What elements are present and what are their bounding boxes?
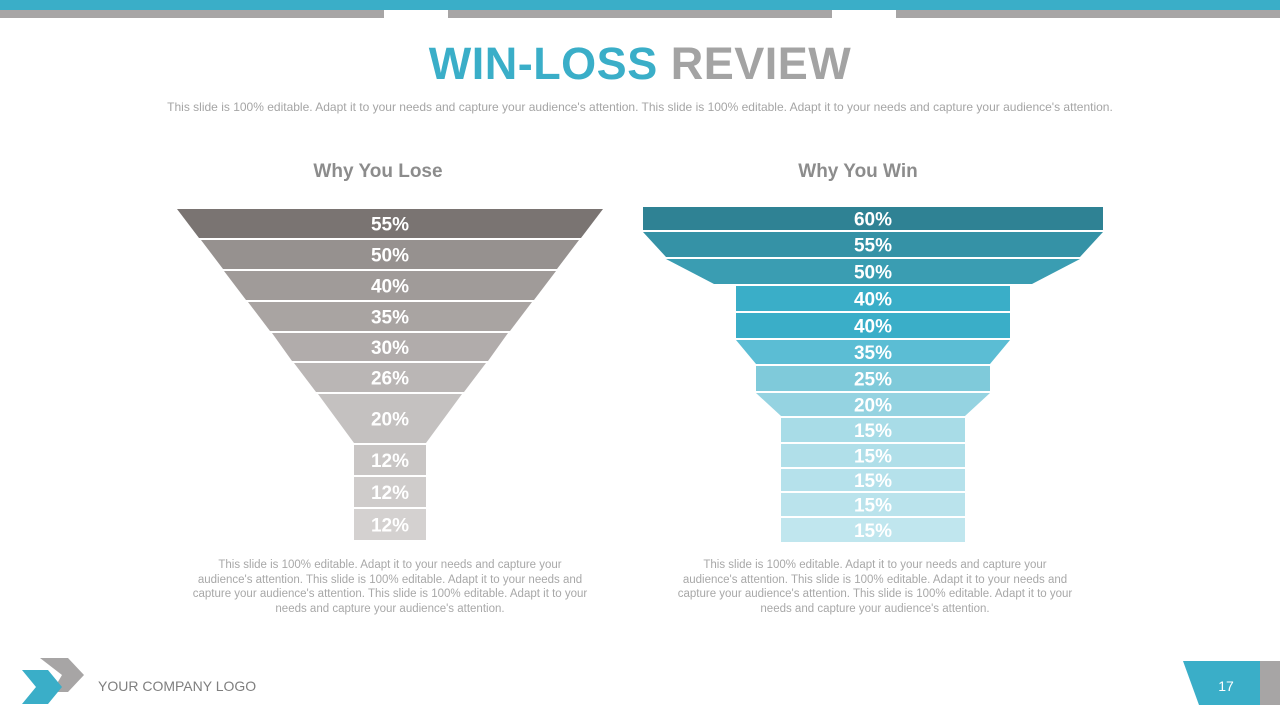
- lose-funnel-label: 26%: [371, 369, 409, 390]
- lose-funnel-segment: [224, 271, 556, 300]
- win-funnel-label: 15%: [854, 421, 892, 442]
- title-part-2: REVIEW: [670, 38, 852, 89]
- slide-subtitle: This slide is 100% editable. Adapt it to…: [167, 100, 1113, 114]
- lose-funnel-segment: [354, 445, 426, 475]
- win-funnel-label: 40%: [854, 317, 892, 338]
- lose-funnel-label: 12%: [371, 451, 409, 472]
- page-number: 17: [1218, 678, 1234, 694]
- win-funnel-segment: [736, 286, 1010, 311]
- win-funnel-segment: [781, 493, 965, 516]
- lose-description: This slide is 100% editable. Adapt it to…: [192, 559, 588, 615]
- win-funnel-segment: [643, 232, 1103, 257]
- win-funnel-label: 40%: [854, 290, 892, 311]
- lose-funnel-label: 12%: [371, 483, 409, 504]
- top-grey-segment: [896, 10, 1280, 18]
- win-funnel-label: 15%: [854, 447, 892, 468]
- company-logo-chevron-icon: [22, 658, 84, 704]
- company-logo-text: YOUR COMPANY LOGO: [98, 678, 257, 694]
- win-funnel-segment: [781, 444, 965, 467]
- lose-funnel-segment: [354, 477, 426, 507]
- lose-funnel-title: Why You Lose: [313, 161, 443, 182]
- win-funnel-label: 15%: [854, 496, 892, 517]
- top-blue-stripe: [0, 0, 1280, 10]
- lose-funnel-segment: [318, 394, 462, 443]
- win-funnel-segment: [756, 366, 990, 391]
- title-part-1: WIN-LOSS: [428, 38, 658, 89]
- win-funnel-label: 50%: [854, 263, 892, 284]
- win-funnel-segment: [756, 393, 990, 416]
- lose-funnel-segment: [177, 209, 603, 238]
- win-funnel-label: 60%: [854, 210, 892, 231]
- win-funnel-segment: [736, 340, 1010, 364]
- win-funnel-segment: [643, 207, 1103, 230]
- win-funnel-segment: [781, 418, 965, 442]
- slide-title: WIN-LOSS REVIEW: [0, 38, 1280, 90]
- win-funnel-label: 15%: [854, 521, 892, 542]
- win-funnel-title: Why You Win: [798, 161, 918, 182]
- win-funnel-segment: [781, 518, 965, 542]
- top-grey-segment: [0, 10, 384, 18]
- lose-funnel-segment: [272, 333, 508, 361]
- lose-funnel-label: 50%: [371, 246, 409, 267]
- win-description: This slide is 100% editable. Adapt it to…: [677, 559, 1073, 615]
- top-grey-segment: [448, 10, 832, 18]
- lose-funnel-segment: [201, 240, 579, 269]
- lose-funnel-segment: [248, 302, 532, 331]
- lose-funnel-label: 55%: [371, 215, 409, 236]
- win-funnel-segment: [781, 469, 965, 491]
- page-number-badge: [1183, 661, 1280, 705]
- win-funnel-label: 15%: [854, 471, 892, 492]
- win-funnel-label: 20%: [854, 396, 892, 417]
- lose-funnel-label: 12%: [371, 516, 409, 537]
- win-funnel-label: 55%: [854, 236, 892, 257]
- lose-funnel-label: 30%: [371, 338, 409, 359]
- win-funnel-label: 25%: [854, 370, 892, 391]
- win-funnel-segment: [736, 313, 1010, 338]
- lose-funnel-segment: [354, 509, 426, 540]
- lose-funnel-label: 20%: [371, 410, 409, 431]
- lose-funnel-label: 35%: [371, 308, 409, 329]
- lose-funnel-label: 40%: [371, 277, 409, 298]
- top-decor-bar: [0, 0, 1280, 18]
- win-funnel-label: 35%: [854, 343, 892, 364]
- lose-funnel-segment: [294, 363, 486, 392]
- win-funnel-segment: [666, 259, 1080, 284]
